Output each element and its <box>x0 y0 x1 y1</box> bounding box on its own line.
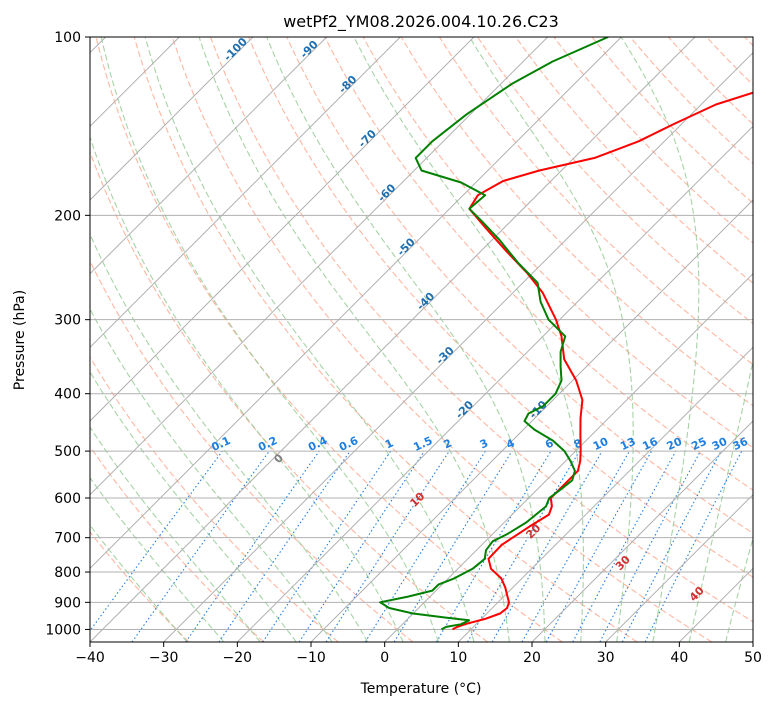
mixing-ratio-label: 20 <box>665 435 685 453</box>
isotherm-line <box>163 51 753 642</box>
y-tick-label: 900 <box>54 595 81 611</box>
x-tick-label: 30 <box>597 650 615 666</box>
dry-adiabat-line <box>90 445 264 642</box>
x-tick-label: 40 <box>670 650 688 666</box>
mixing-ratio-label: 30 <box>710 435 730 453</box>
y-tick-label: 300 <box>54 313 81 329</box>
x-axis-label: Temperature (°C) <box>360 681 482 697</box>
isotherm-line <box>90 37 328 275</box>
moist-adiabat-line <box>620 37 700 642</box>
moist-adiabat-line <box>90 135 404 642</box>
x-axis-ticks: −40 −30 −20 −10 0 10 20 30 40 50 <box>75 642 762 666</box>
isotherms <box>90 37 753 642</box>
isotherm-line <box>236 125 753 642</box>
y-axis-ticks: 100 200 300 400 500 600 700 800 900 1000 <box>45 30 90 638</box>
x-tick-label: 10 <box>449 650 467 666</box>
y-tick-label: 400 <box>54 387 81 403</box>
x-tick-label: 50 <box>744 650 762 666</box>
x-tick-label: −40 <box>75 650 105 666</box>
dry-adiabat-line <box>90 531 190 642</box>
mixing-ratio-line <box>185 450 320 642</box>
isotherm-line <box>90 37 696 642</box>
mixing-ratio-line <box>298 450 425 642</box>
isotherm-line <box>384 272 753 642</box>
y-tick-label: 500 <box>54 444 81 460</box>
x-tick-label: −10 <box>296 650 326 666</box>
x-tick-label: 0 <box>380 650 389 666</box>
isotherm-line <box>605 493 753 642</box>
dry-adiabats <box>90 37 753 642</box>
y-tick-label: 600 <box>54 491 81 507</box>
isotherm-line <box>90 37 622 570</box>
moist-adiabat-line <box>90 524 188 642</box>
y-tick-label: 700 <box>54 531 81 547</box>
mixing-ratio-line <box>90 450 223 632</box>
mixing-ratio-label: 25 <box>689 435 708 453</box>
mixing-ratio-line <box>218 450 351 642</box>
temperature-line <box>452 91 753 631</box>
moist-adiabat-line <box>198 37 510 642</box>
mixing-ratio-line <box>644 450 743 642</box>
isotherm-line <box>90 37 549 496</box>
dry-adiabat-line <box>90 150 488 642</box>
isotherm-line <box>90 37 401 349</box>
y-axis-label: Pressure (hPa) <box>12 290 28 390</box>
mixing-ratio-label: 16 <box>640 435 660 453</box>
dry-adiabat-line <box>248 37 753 578</box>
plot-frame <box>89 36 754 643</box>
mixing-ratio-label: 36 <box>731 435 751 453</box>
moist-adiabat-line <box>266 37 546 642</box>
sounding-series <box>379 37 753 631</box>
dry-adiabat-line <box>515 37 753 284</box>
y-tick-label: 100 <box>54 30 81 46</box>
dry-adiabat-line <box>95 37 563 642</box>
x-tick-label: −20 <box>223 650 253 666</box>
mixing-ratio-line <box>572 450 677 642</box>
isotherm-line <box>90 37 475 422</box>
moist-adiabat-line <box>90 426 261 642</box>
moist-adiabat-line <box>90 476 225 642</box>
mixing-ratio-lines <box>90 450 743 642</box>
y-tick-label: 200 <box>54 208 81 224</box>
mixing-ratio-line <box>521 450 630 642</box>
x-tick-label: 20 <box>523 650 541 666</box>
moist-adiabat-line <box>353 37 584 642</box>
dry-adiabat-line <box>209 37 753 623</box>
moist-adiabat-line <box>688 358 753 642</box>
x-tick-label: −30 <box>149 650 179 666</box>
isobar-grid <box>90 37 753 630</box>
moist-adiabat-line <box>100 37 440 642</box>
dry-adiabat-line <box>133 37 638 642</box>
chart-title: wetPf2_YM08.2026.004.10.26.C23 <box>283 12 559 32</box>
mixing-ratio-label: 13 <box>618 435 637 453</box>
dewpoint-line <box>379 37 609 631</box>
isotherm-line <box>457 346 753 642</box>
moist-adiabat-line <box>90 370 297 642</box>
isotherm-line <box>531 420 753 642</box>
mixing-ratio-line <box>262 450 392 642</box>
isotherm-line <box>90 37 254 201</box>
mixing-ratio-line <box>131 450 270 642</box>
dry-adiabat-line <box>90 356 339 642</box>
moist-adiabat-line <box>144 37 475 642</box>
moist-adiabat-line <box>90 232 369 642</box>
dry-adiabat-line <box>438 37 753 366</box>
isotherm-line <box>310 199 753 642</box>
mixing-ratio-line <box>325 450 450 642</box>
y-tick-label: 1000 <box>45 622 81 638</box>
y-tick-label: 800 <box>54 565 81 581</box>
mixing-ratio-line <box>393 450 513 642</box>
mixing-ratio-line <box>545 450 653 642</box>
mixing-ratio-label: 10 <box>591 435 611 453</box>
dry-adiabat-line <box>400 37 753 407</box>
